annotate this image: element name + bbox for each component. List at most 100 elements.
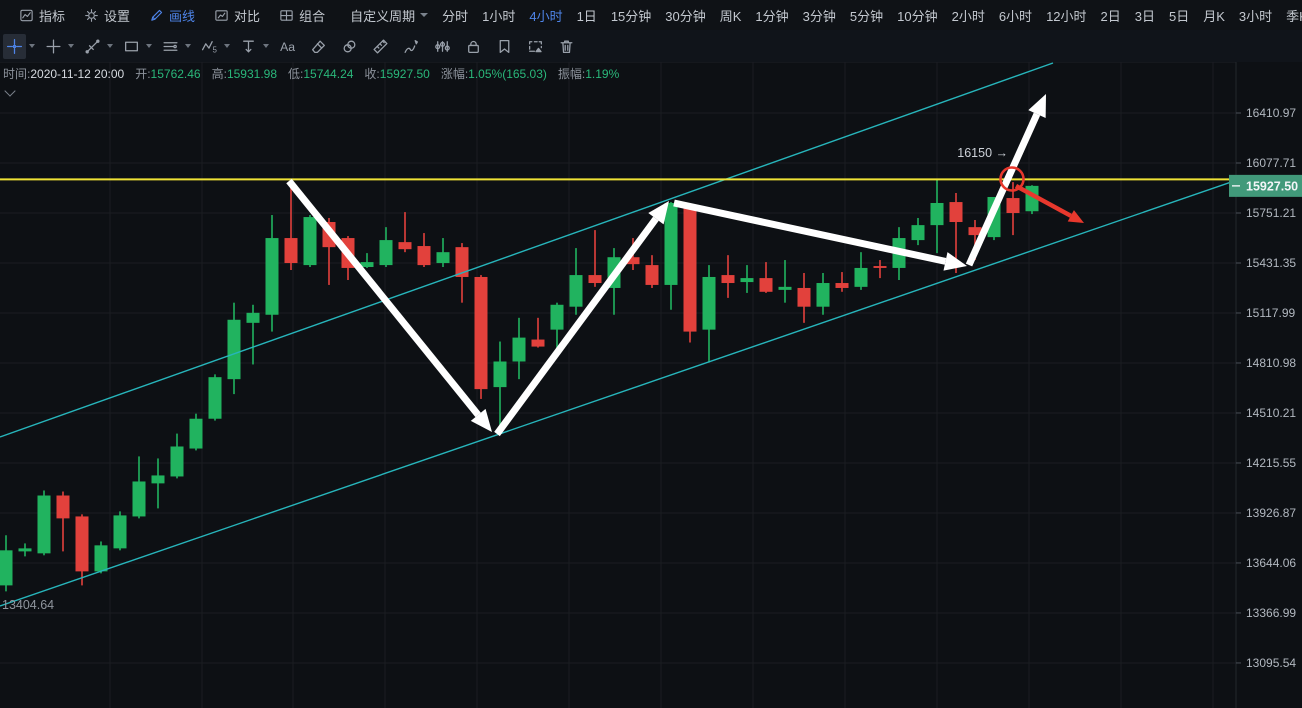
timeframe-label: 5日	[1169, 8, 1190, 24]
tool-screenshot-button[interactable]	[524, 34, 547, 59]
candle-body	[949, 202, 963, 223]
price-axis-label: 13095.54	[1246, 656, 1296, 670]
group-icon	[279, 8, 294, 23]
white-trend-arrow-head	[470, 408, 492, 432]
timeframe-label: 3日	[1134, 8, 1155, 24]
timeframe-label: 6小时	[998, 8, 1033, 24]
timeframe-3日[interactable]: 3日	[1135, 6, 1155, 25]
candle-body	[911, 225, 925, 241]
menu-item-label: 画线	[169, 8, 196, 24]
info-field: 振幅:1.19%	[558, 65, 619, 82]
candle-body	[759, 278, 773, 292]
tool-bookmark-button[interactable]	[493, 34, 516, 59]
candle-body	[94, 545, 108, 572]
timeframe-1小时[interactable]: 1小时	[482, 6, 515, 25]
white-trend-arrow[interactable]	[494, 201, 669, 437]
chart-text-annotation[interactable]: 13404.64	[2, 598, 54, 612]
measure-arrow-icon	[240, 38, 257, 55]
price-axis-panel	[1236, 62, 1302, 708]
tool-measure-arrow-dropdown-caret[interactable]	[263, 44, 269, 48]
price-axis-label: 13644.06	[1246, 556, 1296, 570]
timeframe-5日[interactable]: 5日	[1169, 6, 1189, 25]
tool-trend-line-dropdown-caret[interactable]	[107, 44, 113, 48]
timeframe-3小时[interactable]: 3小时	[1239, 6, 1272, 25]
menu-item-indicator[interactable]: 指标	[19, 6, 65, 25]
tool-crosshair-button[interactable]	[3, 33, 26, 59]
menu-item-group[interactable]: 组合	[279, 6, 325, 25]
candle-body	[721, 275, 735, 284]
white-trend-arrow-shaft	[965, 112, 1041, 267]
tool-parallel-lines-button[interactable]	[159, 34, 182, 59]
candle-body	[854, 267, 868, 287]
channel-trend-line[interactable]	[0, 62, 1054, 438]
tool-trash-button[interactable]	[555, 34, 578, 59]
timeframe-label: 15分钟	[610, 8, 652, 24]
info-field-label: 收:	[364, 67, 380, 81]
timeframe-2日[interactable]: 2日	[1101, 6, 1121, 25]
tool-wave-dropdown-caret[interactable]	[224, 44, 230, 48]
magnet-icon	[341, 38, 358, 55]
crosshair-icon	[6, 38, 23, 55]
tool-lock-button[interactable]	[462, 34, 485, 59]
drawing-toolbar: 5 Aa	[0, 30, 1302, 63]
candles-layer	[0, 179, 1039, 592]
chart-text-annotation[interactable]: 16150 →	[957, 146, 1008, 160]
red-circle-annotation[interactable]	[999, 166, 1025, 192]
multi-rings-icon	[434, 38, 451, 55]
timeframe-5分钟[interactable]: 5分钟	[850, 6, 883, 25]
white-trend-arrow[interactable]	[286, 178, 492, 432]
white-trend-arrow-shaft	[673, 199, 947, 265]
top-menu-bar: 指标 设置 画线 对比 组合 自定义周期 分时 1小时 4小时 1日 15分钟 30分钟 周K 1分钟 3…	[0, 0, 1302, 30]
menu-item-gear[interactable]: 设置	[84, 6, 130, 25]
chevron-down-icon	[420, 13, 429, 17]
tool-rectangle-dropdown-caret[interactable]	[146, 44, 152, 48]
channel-trend-line[interactable]	[0, 179, 1240, 607]
timeframe-label: 自定义周期	[350, 8, 416, 24]
tool-measure-arrow-button[interactable]	[237, 34, 260, 59]
white-trend-arrow[interactable]	[965, 94, 1046, 267]
timeframe-2小时[interactable]: 2小时	[952, 6, 985, 25]
tool-multi-rings-button[interactable]	[431, 34, 454, 59]
white-trend-arrow[interactable]	[673, 199, 967, 271]
timeframe-月K[interactable]: 月K	[1203, 6, 1225, 25]
tool-ruler-button[interactable]	[369, 34, 392, 59]
tool-wave-button[interactable]: 5	[198, 34, 221, 59]
white-trend-arrow-shaft	[494, 216, 659, 437]
tool-pen-button[interactable]	[400, 34, 423, 59]
price-axis-label: 16410.97	[1246, 106, 1296, 120]
timeframe-12小时[interactable]: 12小时	[1046, 6, 1086, 25]
red-down-arrow[interactable]	[1014, 184, 1084, 223]
timeframe-1分钟[interactable]: 1分钟	[755, 6, 788, 25]
ohlc-info-bar: 时间:2020-11-12 20:00 开:15762.46 高:15931.98 低…	[3, 65, 619, 82]
timeframe-label: 2小时	[951, 8, 985, 24]
timeframe-10分钟[interactable]: 10分钟	[897, 6, 937, 25]
info-field-label: 时间:	[3, 67, 31, 81]
tool-crosshair-dropdown-caret[interactable]	[29, 44, 35, 48]
timeframe-label: 周K	[719, 8, 742, 24]
text-icon: Aa	[279, 38, 296, 55]
timeframe-1日[interactable]: 1日	[577, 6, 597, 25]
tool-eraser-button[interactable]	[307, 34, 330, 59]
timeframe-季K[interactable]: 季K	[1286, 6, 1302, 25]
timeframe-6小时[interactable]: 6小时	[999, 6, 1032, 25]
tool-text-button[interactable]: Aa	[276, 34, 299, 59]
timeframe-custom-period[interactable]: 自定义周期	[350, 6, 429, 25]
timeframe-15分钟[interactable]: 15分钟	[611, 6, 651, 25]
tool-rectangle-button[interactable]	[120, 34, 143, 59]
tool-cross-line-button[interactable]	[42, 34, 65, 59]
menu-item-compare[interactable]: 对比	[214, 6, 260, 25]
collapse-info-chevron-icon[interactable]	[6, 86, 15, 95]
tool-magnet-button[interactable]	[338, 34, 361, 59]
timeframe-4小时[interactable]: 4小时	[529, 6, 562, 25]
timeframe-3分钟[interactable]: 3分钟	[803, 6, 836, 25]
timeframe-分时[interactable]: 分时	[442, 6, 468, 25]
tool-parallel-lines-dropdown-caret[interactable]	[185, 44, 191, 48]
tool-trend-line-button[interactable]	[81, 34, 104, 59]
menu-item-pencil[interactable]: 画线	[149, 6, 195, 25]
info-field-value: 15744.24	[303, 67, 354, 81]
bookmark-icon	[496, 38, 513, 55]
timeframe-周K[interactable]: 周K	[720, 6, 742, 25]
timeframe-30分钟[interactable]: 30分钟	[665, 6, 705, 25]
tool-cross-line-dropdown-caret[interactable]	[68, 44, 74, 48]
